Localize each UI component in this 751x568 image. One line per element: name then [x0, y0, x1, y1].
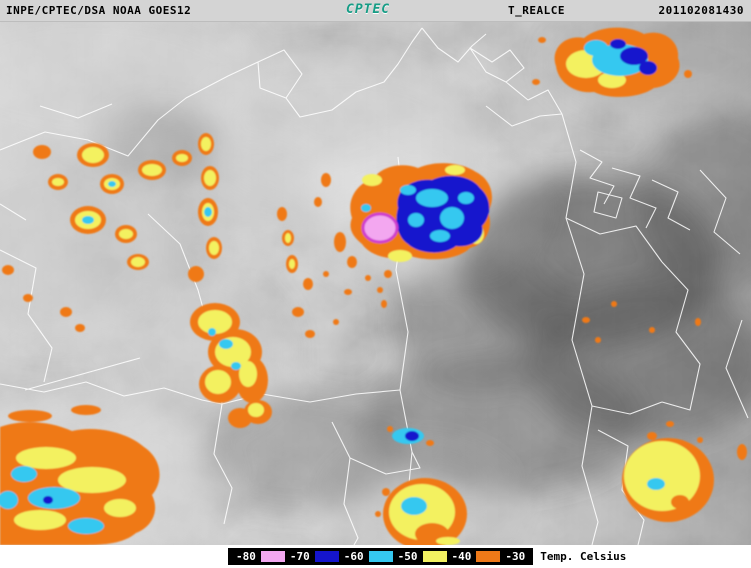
timestamp-label: 201102081430	[658, 4, 744, 17]
legend-swatch-yellow	[422, 551, 447, 562]
product-label: T_REALCE	[508, 4, 565, 17]
storm-cluster-midwest	[190, 303, 315, 428]
legend-swatch-orange	[476, 551, 501, 562]
satellite-map-svg	[0, 22, 751, 545]
satellite-image	[0, 22, 751, 545]
storm-cluster-northeast	[532, 27, 692, 97]
storm-cluster-southwest	[0, 405, 160, 545]
temperature-legend: -80 -70 -60 -50 -40 -30	[228, 548, 534, 565]
legend-label: -60	[343, 550, 364, 563]
cptec-logo: CPTEC	[346, 2, 391, 17]
storm-cluster-south-center	[375, 426, 467, 545]
legend-strip: -80 -70 -60 -50 -40 -30 Temp. Celsius	[0, 545, 751, 568]
header-bar: INPE/CPTEC/DSA NOAA GOES12 CPTEC T_REALC…	[0, 0, 751, 22]
legend-swatch-blue	[314, 551, 339, 562]
storm-scatter-west	[2, 133, 313, 332]
storm-clusters	[0, 27, 747, 545]
legend-label: -80	[236, 550, 256, 563]
storm-cluster-southeast	[622, 421, 747, 522]
legend-swatch-cyan	[368, 551, 393, 562]
legend-label: -30	[505, 550, 526, 563]
legend-swatch-pink	[260, 551, 285, 562]
legend-label: -50	[397, 550, 418, 563]
storm-scatter-east	[323, 271, 701, 343]
legend-title: Temp. Celsius	[540, 550, 627, 563]
source-label: INPE/CPTEC/DSA NOAA GOES12	[6, 4, 192, 17]
storm-cluster-main	[314, 163, 492, 293]
legend-label: -70	[289, 550, 310, 563]
legend-label: -40	[451, 550, 472, 563]
storm-core-pink	[361, 212, 399, 244]
